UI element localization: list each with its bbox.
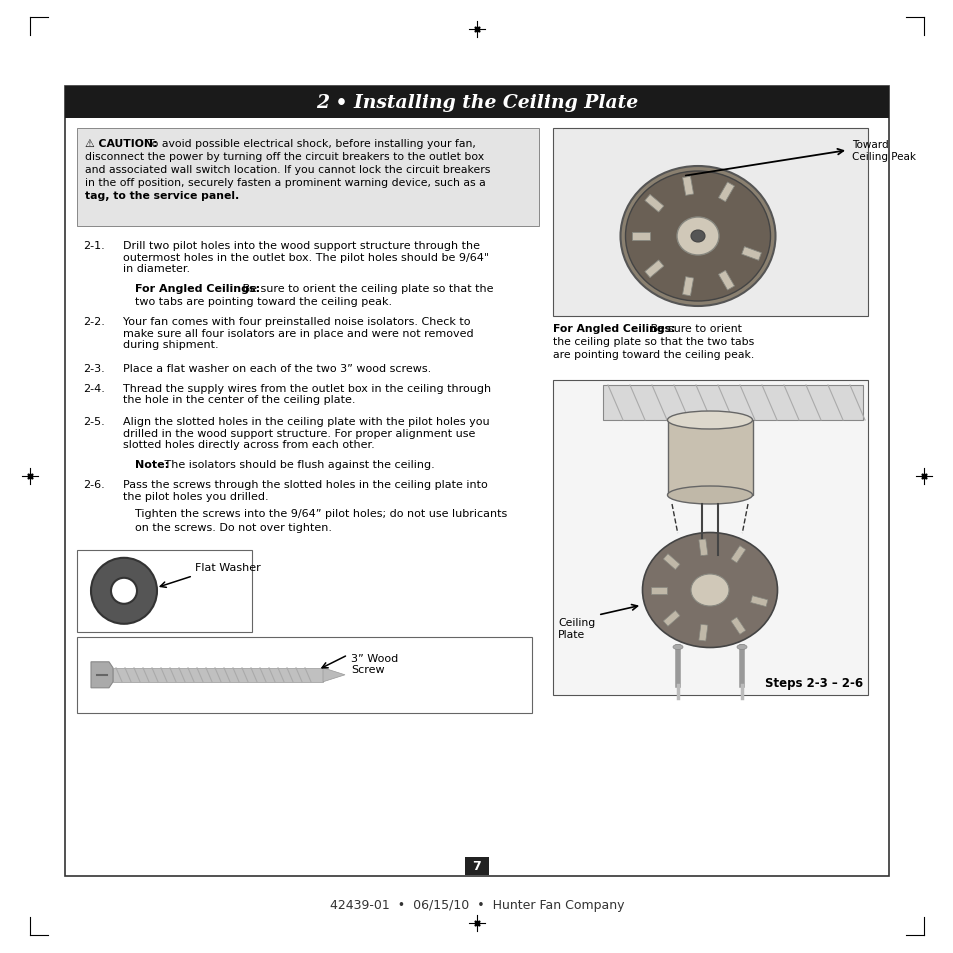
Text: Align the slotted holes in the ceiling plate with the pilot holes you
drilled in: Align the slotted holes in the ceiling p… [123, 416, 489, 450]
Polygon shape [682, 277, 693, 296]
Text: 42439-01  •  06/15/10  •  Hunter Fan Company: 42439-01 • 06/15/10 • Hunter Fan Company [330, 899, 623, 911]
Polygon shape [730, 618, 745, 635]
Polygon shape [631, 233, 649, 241]
Polygon shape [730, 546, 745, 563]
Text: 2-6.: 2-6. [83, 479, 105, 490]
Polygon shape [644, 195, 663, 213]
Bar [65, 87, 888, 876]
Polygon shape [718, 271, 734, 291]
Text: two tabs are pointing toward the ceiling peak.: two tabs are pointing toward the ceiling… [135, 296, 392, 307]
Text: in the off position, securely fasten a prominent warning device, such as a: in the off position, securely fasten a p… [85, 178, 485, 188]
Text: Ceiling
Plate: Ceiling Plate [558, 618, 595, 639]
Text: 2 • Installing the Ceiling Plate: 2 • Installing the Ceiling Plate [315, 94, 638, 112]
Polygon shape [699, 539, 707, 557]
Bar [553, 380, 867, 696]
Text: Steps 2-3 – 2-6: Steps 2-3 – 2-6 [764, 677, 862, 689]
Bar [464, 857, 489, 875]
Ellipse shape [690, 231, 704, 243]
Text: Place a flat washer on each of the two 3” wood screws.: Place a flat washer on each of the two 3… [123, 363, 431, 374]
Text: are pointing toward the ceiling peak.: are pointing toward the ceiling peak. [553, 350, 754, 359]
Circle shape [111, 578, 137, 604]
Ellipse shape [667, 486, 752, 504]
Text: Tighten the screws into the 9/64” pilot holes; do not use lubricants: Tighten the screws into the 9/64” pilot … [135, 509, 507, 518]
Text: ⚠ CAUTION:: ⚠ CAUTION: [85, 139, 157, 149]
Text: 2-3.: 2-3. [83, 363, 105, 374]
Text: disconnect the power by turning off the circuit breakers to the outlet box: disconnect the power by turning off the … [85, 152, 483, 162]
Text: 3” Wood
Screw: 3” Wood Screw [351, 653, 397, 675]
Text: 2-4.: 2-4. [83, 383, 105, 394]
Text: the ceiling plate so that the two tabs: the ceiling plate so that the two tabs [553, 336, 754, 347]
Ellipse shape [641, 533, 777, 648]
Text: and associated wall switch location. If you cannot lock the circuit breakers: and associated wall switch location. If … [85, 165, 490, 174]
Text: For Angled Ceilings:: For Angled Ceilings: [135, 283, 260, 294]
Ellipse shape [672, 645, 682, 650]
Bar [667, 420, 752, 496]
Polygon shape [699, 624, 707, 641]
Polygon shape [741, 248, 760, 261]
Text: Thread the supply wires from the outlet box in the ceiling through
the hole in t: Thread the supply wires from the outlet … [123, 383, 491, 405]
Text: Drill two pilot holes into the wood support structure through the
outermost hole: Drill two pilot holes into the wood supp… [123, 241, 489, 274]
Polygon shape [650, 587, 666, 594]
Bar [77, 550, 252, 632]
Text: 2-2.: 2-2. [83, 316, 105, 327]
Ellipse shape [619, 167, 775, 307]
Text: Note:: Note: [135, 459, 169, 469]
Bar [65, 87, 888, 119]
Polygon shape [662, 554, 679, 570]
Text: 2-1.: 2-1. [83, 241, 105, 251]
Circle shape [91, 558, 157, 624]
Ellipse shape [690, 575, 728, 606]
Text: Your fan comes with four preinstalled noise isolators. Check to
make sure all fo: Your fan comes with four preinstalled no… [123, 316, 473, 350]
Polygon shape [718, 183, 734, 202]
Ellipse shape [737, 645, 746, 650]
Text: Be sure to orient the ceiling plate so that the: Be sure to orient the ceiling plate so t… [239, 283, 493, 294]
Bar [112, 668, 323, 682]
Text: Pass the screws through the slotted holes in the ceiling plate into
the pilot ho: Pass the screws through the slotted hole… [123, 479, 487, 501]
Polygon shape [750, 596, 767, 607]
Bar [553, 129, 867, 316]
Text: Toward
Ceiling Peak: Toward Ceiling Peak [851, 140, 915, 162]
Polygon shape [662, 611, 679, 627]
Ellipse shape [625, 172, 770, 302]
Text: on the screws. Do not over tighten.: on the screws. Do not over tighten. [135, 522, 332, 532]
Text: The isolators should be flush against the ceiling.: The isolators should be flush against th… [161, 459, 435, 469]
Polygon shape [644, 261, 663, 278]
Text: Flat Washer: Flat Washer [194, 562, 260, 572]
Text: 7: 7 [472, 860, 481, 873]
Polygon shape [91, 662, 112, 688]
Bar [77, 129, 538, 227]
Polygon shape [682, 177, 693, 196]
Bar [77, 638, 532, 713]
Text: To avoid possible electrical shock, before installing your fan,: To avoid possible electrical shock, befo… [147, 139, 476, 149]
Polygon shape [323, 668, 345, 682]
Bar [602, 386, 862, 420]
Ellipse shape [677, 218, 719, 255]
Text: Be sure to orient: Be sure to orient [646, 324, 741, 334]
Text: For Angled Ceilings:: For Angled Ceilings: [553, 324, 675, 334]
Text: 2-5.: 2-5. [83, 416, 105, 427]
Ellipse shape [667, 412, 752, 430]
Text: tag, to the service panel.: tag, to the service panel. [85, 191, 239, 201]
